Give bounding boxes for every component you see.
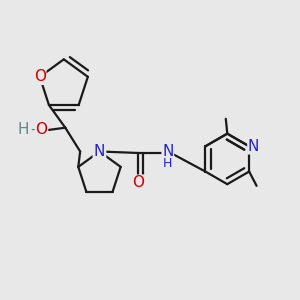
Text: H: H bbox=[18, 122, 29, 137]
Text: N: N bbox=[162, 144, 173, 159]
Text: N: N bbox=[94, 144, 105, 159]
Text: -: - bbox=[30, 122, 35, 137]
Text: O: O bbox=[35, 122, 47, 137]
Text: O: O bbox=[132, 175, 144, 190]
Text: H: H bbox=[163, 157, 172, 170]
Text: N: N bbox=[248, 139, 259, 154]
Text: O: O bbox=[34, 69, 46, 84]
